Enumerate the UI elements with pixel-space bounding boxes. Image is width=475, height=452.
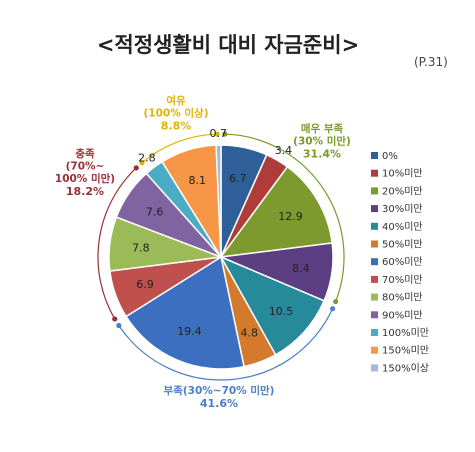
pie-slices [108, 144, 334, 370]
legend-swatch [371, 346, 378, 354]
group-arc [118, 308, 334, 381]
legend-swatch [371, 187, 378, 195]
group-arc-endpoint [112, 316, 118, 322]
group-label-line: 여유 [166, 94, 186, 107]
group-arc [141, 133, 218, 164]
group-arc [224, 133, 345, 302]
pie-slice-4 [219, 255, 326, 356]
pie-slice-6 [125, 255, 245, 370]
legend-label: 0% [382, 151, 398, 162]
slice-value-label: 10.5 [269, 305, 294, 318]
group-label-line: (100% 이상) [143, 107, 208, 120]
chart-title: <적정생활비 대비 자금준비> [97, 33, 359, 57]
group-label-line: 100% 미만) [55, 172, 115, 185]
legend-label: 100%미만 [382, 327, 429, 339]
group-percentage: 8.8% [161, 120, 192, 133]
slice-value-label: 0.7 [210, 127, 228, 140]
group-percentage: 18.2% [66, 185, 104, 198]
legend-swatch [371, 222, 378, 230]
legend-swatch [371, 169, 378, 177]
legend-label: 60%미만 [382, 256, 423, 268]
legend-label: 30%미만 [382, 203, 423, 215]
group-label-line: 부족(30%~70% 미만) [164, 384, 275, 397]
legend-label: 10%미만 [382, 168, 423, 180]
legend-swatch [371, 293, 378, 301]
slice-value-label: 8.1 [189, 174, 207, 187]
slice-value-label: 12.9 [278, 210, 303, 223]
group-percentage: 31.4% [303, 148, 341, 161]
legend-swatch [371, 258, 378, 266]
slice-value-label: 2.8 [138, 152, 156, 165]
legend-label: 90%미만 [382, 309, 423, 321]
group-label-line: 매우 부족 [301, 122, 344, 135]
page-reference: (P.31) [414, 55, 448, 69]
legend-swatch [371, 240, 378, 248]
slice-value-label: 6.7 [229, 172, 247, 185]
group-arc-endpoint [139, 160, 145, 166]
slice-value-label: 6.9 [136, 278, 154, 291]
legend: 0% 10%미만 20%미만 30%미만 40%미만 50%미만 60%미만 70%미만 80%… [371, 151, 429, 374]
pie-slice-2 [219, 165, 333, 258]
legend-label: 40%미만 [382, 221, 423, 233]
slice-value-label: 8.4 [292, 262, 310, 275]
group-percentage: 41.6% [200, 397, 238, 410]
group-label-line: (70%~ [66, 161, 105, 173]
group-arcs [97, 131, 345, 381]
legend-swatch [371, 205, 378, 213]
legend-swatch [371, 152, 378, 159]
legend-swatch [371, 364, 378, 372]
group-arc-endpoint [330, 306, 336, 312]
legend-label: 150%미만 [382, 345, 429, 357]
group-arc-endpoint [133, 165, 139, 171]
legend-label: 50%미만 [382, 239, 423, 251]
group-arc-endpoint [333, 298, 339, 305]
legend-swatch [371, 329, 378, 336]
legend-label: 80%미만 [382, 292, 423, 304]
slice-labels: 6.7 3.4 12.9 8.4 10.5 4.8 19.4 6.9 7.8 7.6 2.8 8.1 0… [132, 127, 309, 339]
group-arc-endpoint [116, 322, 122, 329]
slice-value-label: 3.4 [275, 144, 293, 157]
group-labels: 매우 부족(30% 미만)31.4%부족(30%~70% 미만)41.6%충족(… [55, 94, 351, 410]
legend-label: 20%미만 [382, 185, 423, 197]
group-label-line: 충족 [75, 147, 95, 160]
group-arc-endpoint [214, 131, 220, 137]
legend-label: 150%이상 [382, 362, 429, 374]
group-label-line: (30% 미만) [293, 135, 351, 148]
slice-value-label: 19.4 [177, 325, 202, 338]
pie-slice-12 [215, 144, 222, 258]
slice-value-label: 4.8 [241, 327, 259, 340]
slice-value-label: 7.6 [146, 205, 164, 218]
legend-swatch [371, 275, 378, 283]
legend-label: 70%미만 [382, 274, 423, 286]
legend-swatch [371, 311, 378, 319]
group-arc-endpoint [222, 131, 228, 137]
group-arc [97, 167, 137, 320]
slice-value-label: 7.8 [132, 241, 150, 254]
